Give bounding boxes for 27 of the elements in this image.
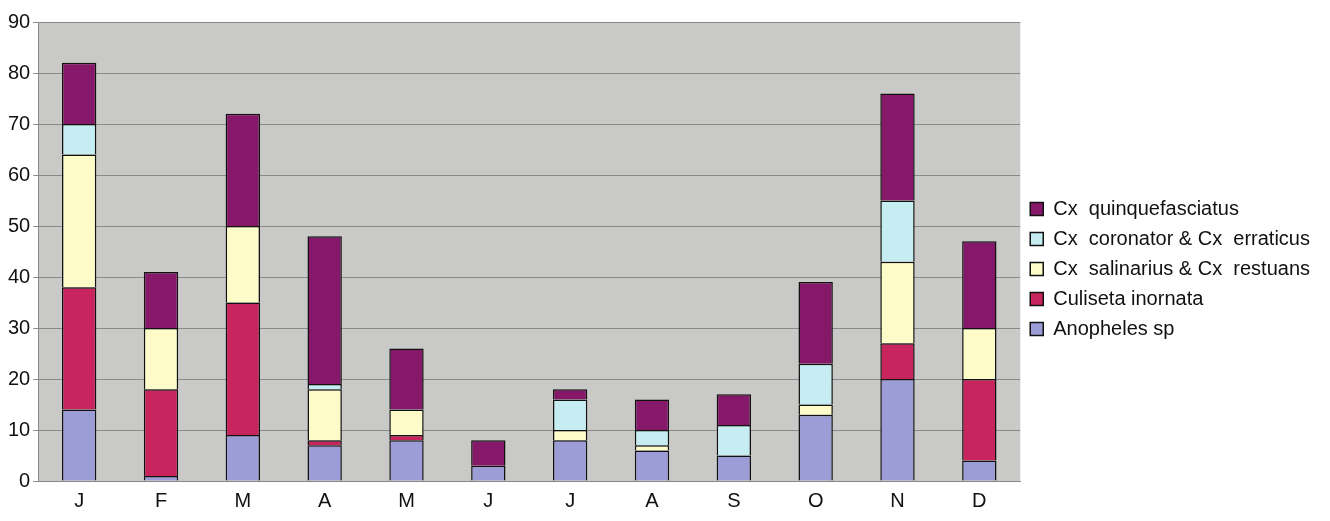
y-tick-label: 60 (8, 162, 31, 185)
y-tick-label: 40 (8, 264, 31, 287)
legend-label: Anopheles sp (1053, 316, 1175, 339)
legend-label: Cx quinquefasciatus (1053, 196, 1239, 219)
x-tick-label: M (398, 488, 415, 511)
x-tick-label: A (317, 488, 332, 511)
x-tick-label: A (645, 488, 660, 511)
x-tick-label: S (727, 488, 741, 511)
x-tick-label: D (972, 488, 987, 511)
x-tick-label: J (483, 488, 494, 511)
y-tick-label: 10 (8, 417, 31, 440)
legend-label: Culiseta inornata (1053, 286, 1205, 309)
y-tick-label: 50 (8, 213, 31, 236)
legend-label: Cx salinarius & Cx restuans (1053, 256, 1311, 279)
x-tick-label: F (154, 488, 168, 511)
y-tick-label: 90 (8, 9, 31, 32)
x-tick-label: J (565, 488, 576, 511)
legend-label: Cx coronator & Cx erraticus (1053, 226, 1310, 249)
y-tick-label: 20 (8, 366, 31, 389)
x-tick-label: M (234, 488, 252, 511)
x-tick-label: J (74, 488, 85, 511)
x-tick-label: O (807, 488, 824, 511)
y-tick-label: 30 (8, 315, 31, 338)
x-tick-label: N (890, 488, 905, 511)
y-tick-label: 70 (8, 111, 31, 134)
y-tick-label: 80 (8, 60, 31, 83)
y-tick-label: 0 (19, 468, 31, 491)
